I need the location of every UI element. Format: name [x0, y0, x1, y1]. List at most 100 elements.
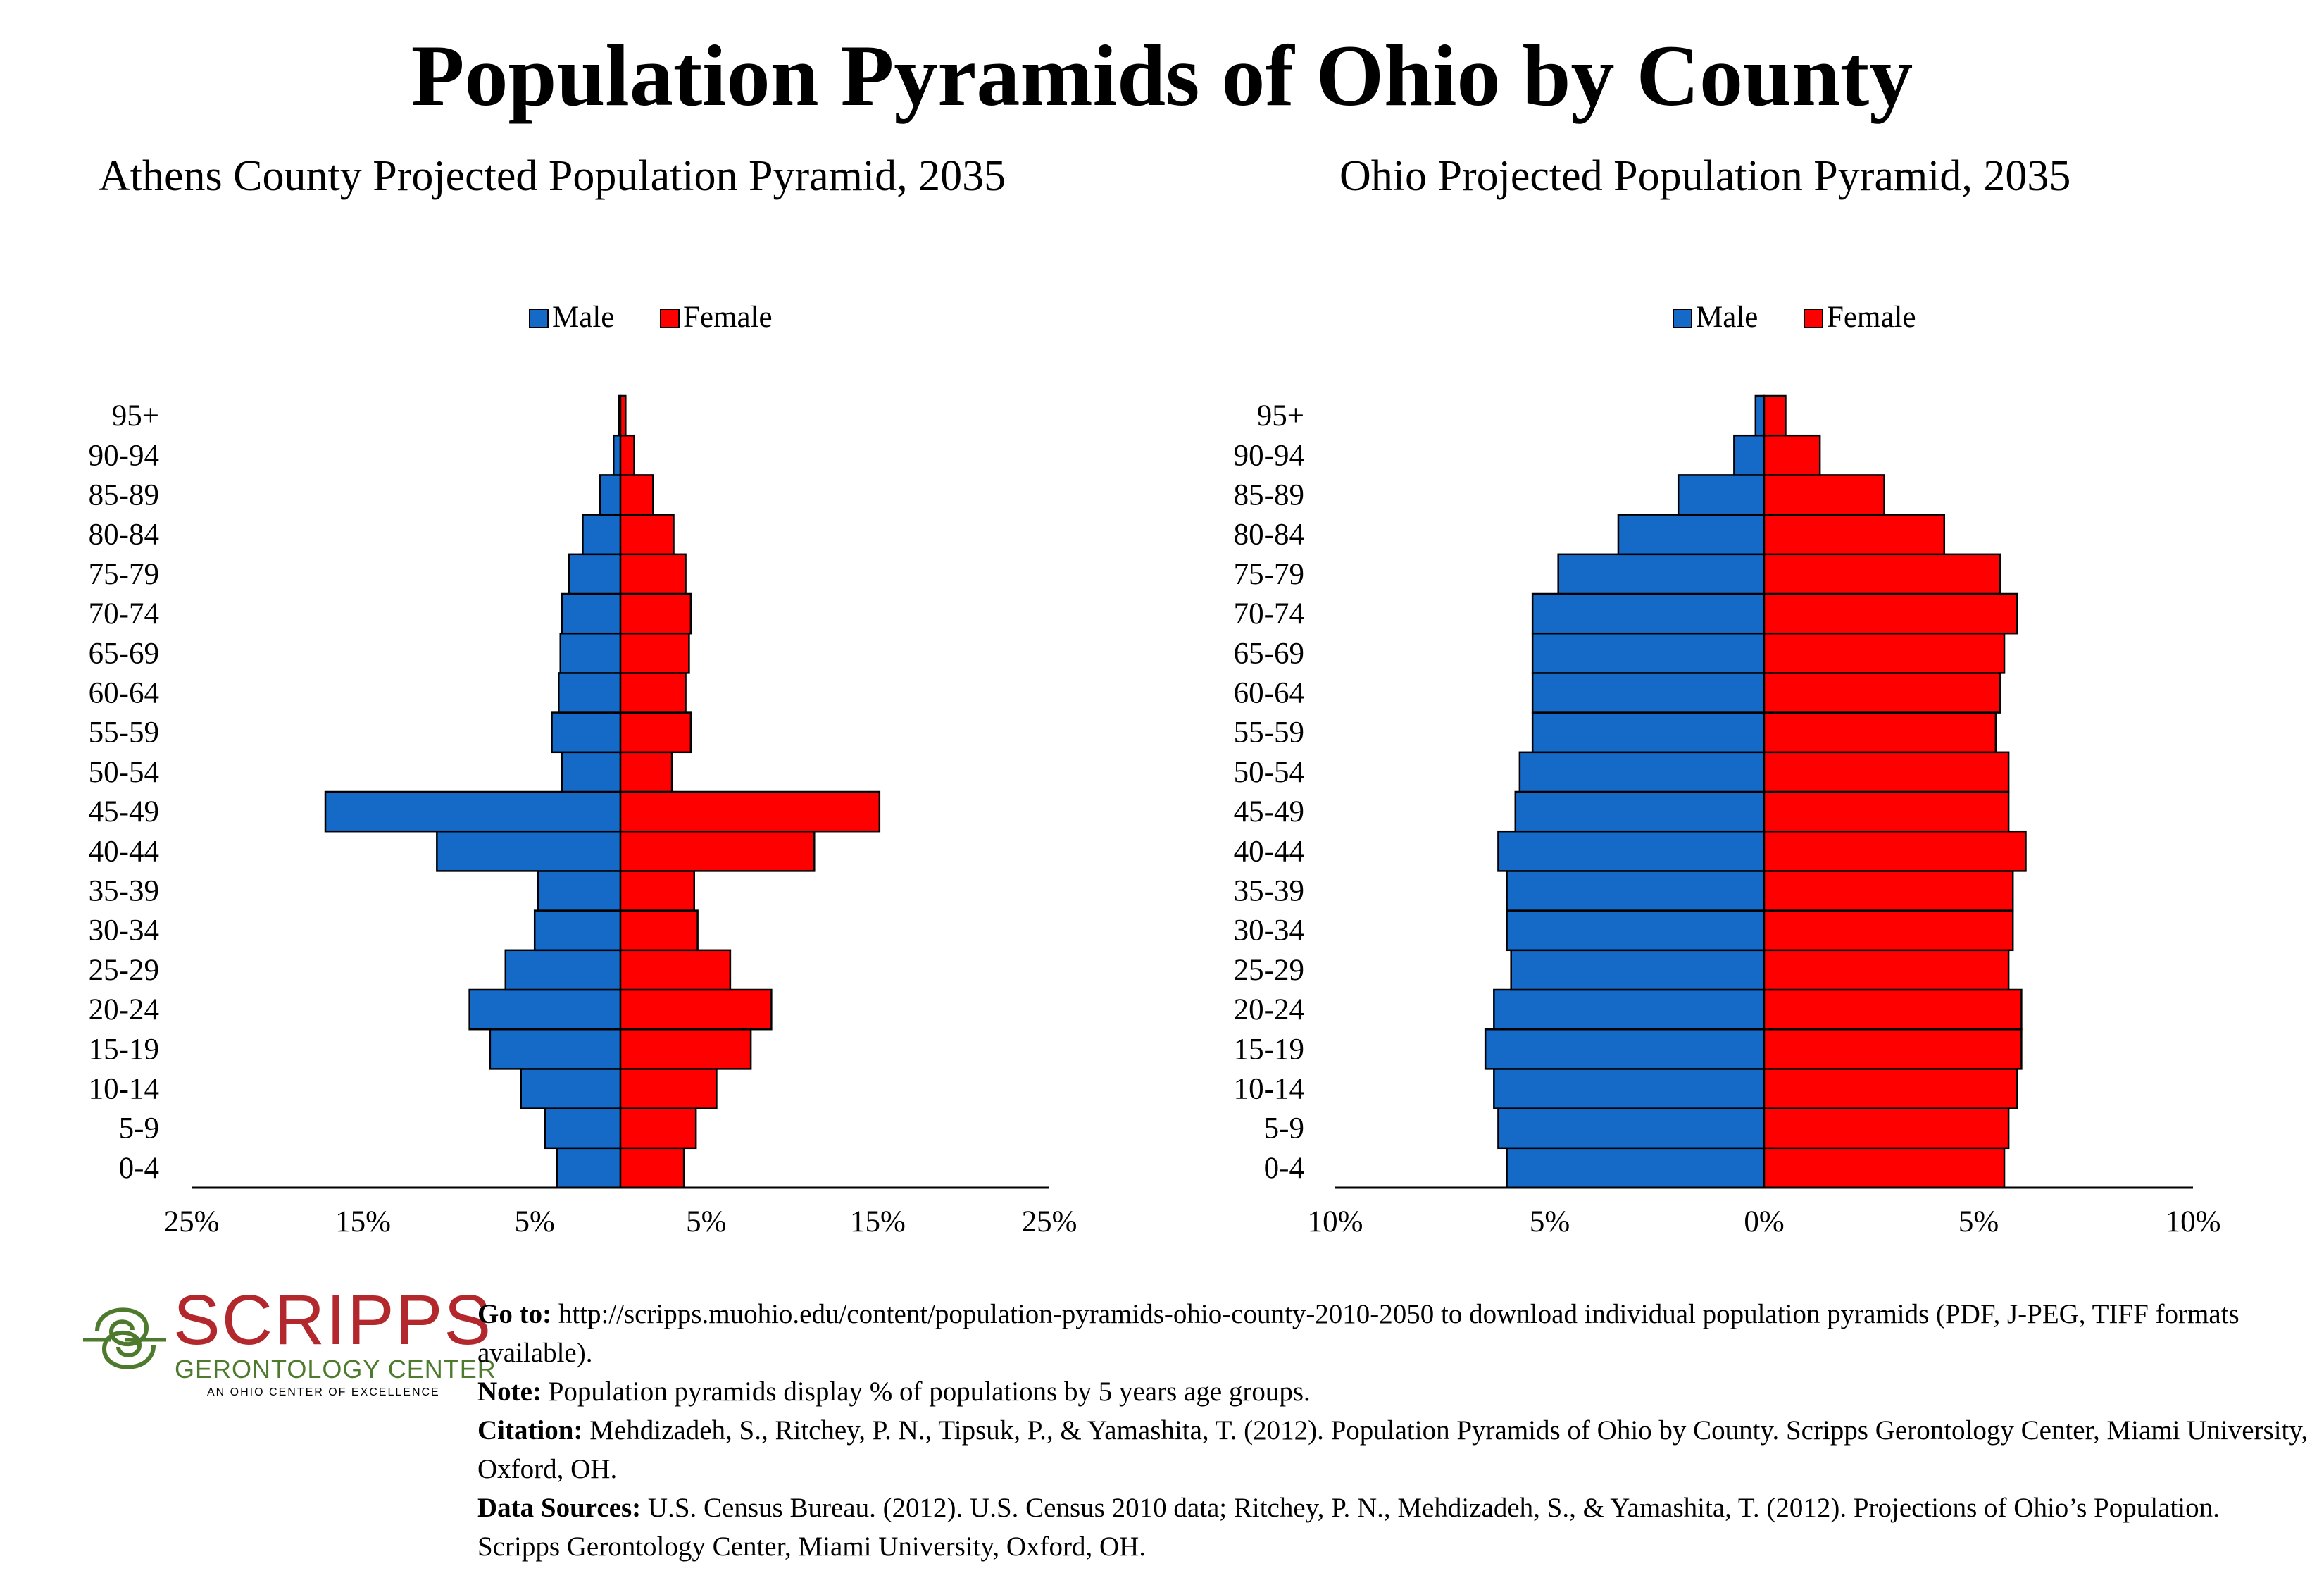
athens-x-tick-label: 5% [686, 1205, 726, 1238]
ohio-male-bar-55-59 [1531, 711, 1766, 754]
ohio-male-bar-75-79 [1557, 553, 1766, 595]
athens-female-bar-25-29 [619, 949, 732, 991]
athens-age-label: 35-39 [89, 875, 159, 908]
athens-female-bar-60-64 [619, 672, 687, 714]
ohio-male-bar-20-24 [1493, 988, 1766, 1031]
sources-note: Data Sources: U.S. Census Bureau. (2012)… [477, 1488, 2309, 1566]
athens-age-label: 50-54 [89, 756, 159, 789]
goto-note: Go to: http://scripps.muohio.edu/content… [477, 1295, 2309, 1372]
note-text: Population pyramids display % of populat… [541, 1376, 1311, 1407]
citation-note: Citation: Mehdizadeh, S., Ritchey, P. N.… [477, 1411, 2309, 1488]
ohio-female-bar-85-89 [1763, 474, 1885, 516]
athens-female-bar-35-39 [619, 870, 695, 912]
ohio-female-bar-10-14 [1763, 1068, 2018, 1110]
ohio-female-bar-40-44 [1763, 830, 2027, 872]
athens-age-label: 40-44 [89, 835, 159, 868]
ohio-female-bar-30-34 [1763, 909, 2014, 952]
logo-tagline: AN OHIO CENTER OF EXCELLENCE [207, 1386, 440, 1398]
ohio-male-bar-30-34 [1506, 909, 1766, 952]
athens-age-label: 10-14 [89, 1073, 159, 1106]
ohio-male-bar-35-39 [1506, 870, 1766, 912]
athens-female-bar-95+ [619, 394, 627, 437]
ohio-male-bar-15-19 [1484, 1028, 1766, 1070]
ohio-female-bar-65-69 [1763, 632, 2006, 674]
ohio-legend-swatch-male [1673, 309, 1692, 328]
ohio-age-label: 80-84 [1234, 518, 1304, 552]
sources-label: Data Sources: [477, 1493, 642, 1523]
ohio-age-label: 60-64 [1234, 677, 1304, 710]
notes-block: Go to: http://scripps.muohio.edu/content… [477, 1295, 2309, 1566]
ohio-female-bar-80-84 [1763, 514, 1946, 556]
ohio-female-bar-90-94 [1763, 434, 1821, 476]
athens-age-label: 75-79 [89, 558, 159, 591]
goto-label: Go to: [477, 1299, 552, 1329]
athens-age-label: 30-34 [89, 914, 159, 947]
athens-female-bar-75-79 [619, 553, 687, 595]
ohio-age-label: 55-59 [1234, 716, 1304, 750]
logo-subtitle: GERONTOLOGY CENTER [175, 1355, 496, 1384]
ohio-legend-label-female: Female [1827, 301, 1916, 334]
athens-age-label: 70-74 [89, 597, 159, 630]
athens-male-bar-85-89 [599, 474, 622, 516]
ohio-female-bar-35-39 [1763, 870, 2014, 912]
athens-male-bar-35-39 [537, 870, 622, 912]
ohio-age-label: 30-34 [1234, 914, 1304, 947]
athens-age-label: 20-24 [89, 993, 159, 1026]
athens-legend-label-female: Female [683, 301, 773, 334]
athens-female-bar-55-59 [619, 711, 692, 754]
athens-x-tick-label: 15% [850, 1205, 906, 1238]
ohio-female-bar-5-9 [1763, 1107, 2010, 1150]
athens-female-bar-20-24 [619, 988, 773, 1031]
ohio-male-bar-70-74 [1531, 592, 1766, 635]
ohio-male-bar-45-49 [1514, 790, 1766, 833]
ohio-female-bar-70-74 [1763, 592, 2018, 635]
page-title: Population Pyramids of Ohio by County [411, 27, 1913, 124]
athens-male-bar-10-14 [520, 1068, 622, 1110]
sources-text: U.S. Census Bureau. (2012). U.S. Census … [477, 1493, 2220, 1562]
athens-age-label: 0-4 [119, 1152, 159, 1185]
ohio-age-label: 5-9 [1264, 1112, 1304, 1145]
ohio-male-bar-50-54 [1518, 751, 1766, 793]
athens-female-bar-80-84 [619, 514, 675, 556]
athens-female-bar-40-44 [619, 830, 816, 872]
ohio-male-bar-5-9 [1497, 1107, 1766, 1150]
ohio-legend-label-male: Male [1696, 301, 1758, 334]
ohio-age-label: 85-89 [1234, 479, 1304, 512]
athens-age-label: 90-94 [89, 439, 159, 472]
scripps-swirl-icon [83, 1307, 166, 1369]
ohio-age-label: 70-74 [1234, 597, 1304, 630]
athens-x-tick-label: 5% [515, 1205, 555, 1238]
ohio-age-label: 90-94 [1234, 439, 1304, 472]
athens-age-label: 15-19 [89, 1033, 159, 1066]
athens-female-bar-70-74 [619, 592, 692, 635]
athens-male-bar-40-44 [436, 830, 622, 872]
ohio-male-bar-40-44 [1497, 830, 1766, 872]
athens-female-bar-65-69 [619, 632, 690, 674]
logo-scripps-text: SCRIPPS [173, 1281, 493, 1360]
athens-age-label: 45-49 [89, 795, 159, 828]
ohio-age-label: 95+ [1257, 399, 1304, 433]
ohio-female-bar-15-19 [1763, 1028, 2023, 1070]
ohio-age-label: 10-14 [1234, 1073, 1304, 1106]
athens-male-bar-30-34 [533, 909, 622, 952]
athens-x-tick-label: 25% [164, 1205, 220, 1238]
ohio-male-bar-80-84 [1617, 514, 1766, 556]
ohio-male-bar-90-94 [1733, 434, 1766, 476]
ohio-age-label: 35-39 [1234, 875, 1304, 908]
ohio-age-label: 0-4 [1264, 1152, 1304, 1185]
ohio-male-bar-65-69 [1531, 632, 1766, 674]
athens-age-label: 95+ [112, 399, 159, 433]
ohio-age-label: 15-19 [1234, 1033, 1304, 1066]
athens-age-label: 25-29 [89, 954, 159, 987]
ohio-female-bar-75-79 [1763, 553, 2001, 595]
ohio-male-bar-0-4 [1506, 1147, 1766, 1189]
ohio-x-tick-label: 10% [1308, 1205, 1363, 1238]
athens-male-bar-20-24 [468, 988, 622, 1031]
ohio-female-bar-95+ [1763, 394, 1787, 437]
ohio-female-bar-0-4 [1763, 1147, 2006, 1189]
note-line: Note: Population pyramids display % of p… [477, 1372, 2309, 1411]
athens-legend-swatch-male [529, 309, 549, 328]
ohio-chart-title: Ohio Projected Population Pyramid, 2035 [1339, 152, 2071, 200]
citation-text: Mehdizadeh, S., Ritchey, P. N., Tipsuk, … [477, 1415, 2309, 1484]
